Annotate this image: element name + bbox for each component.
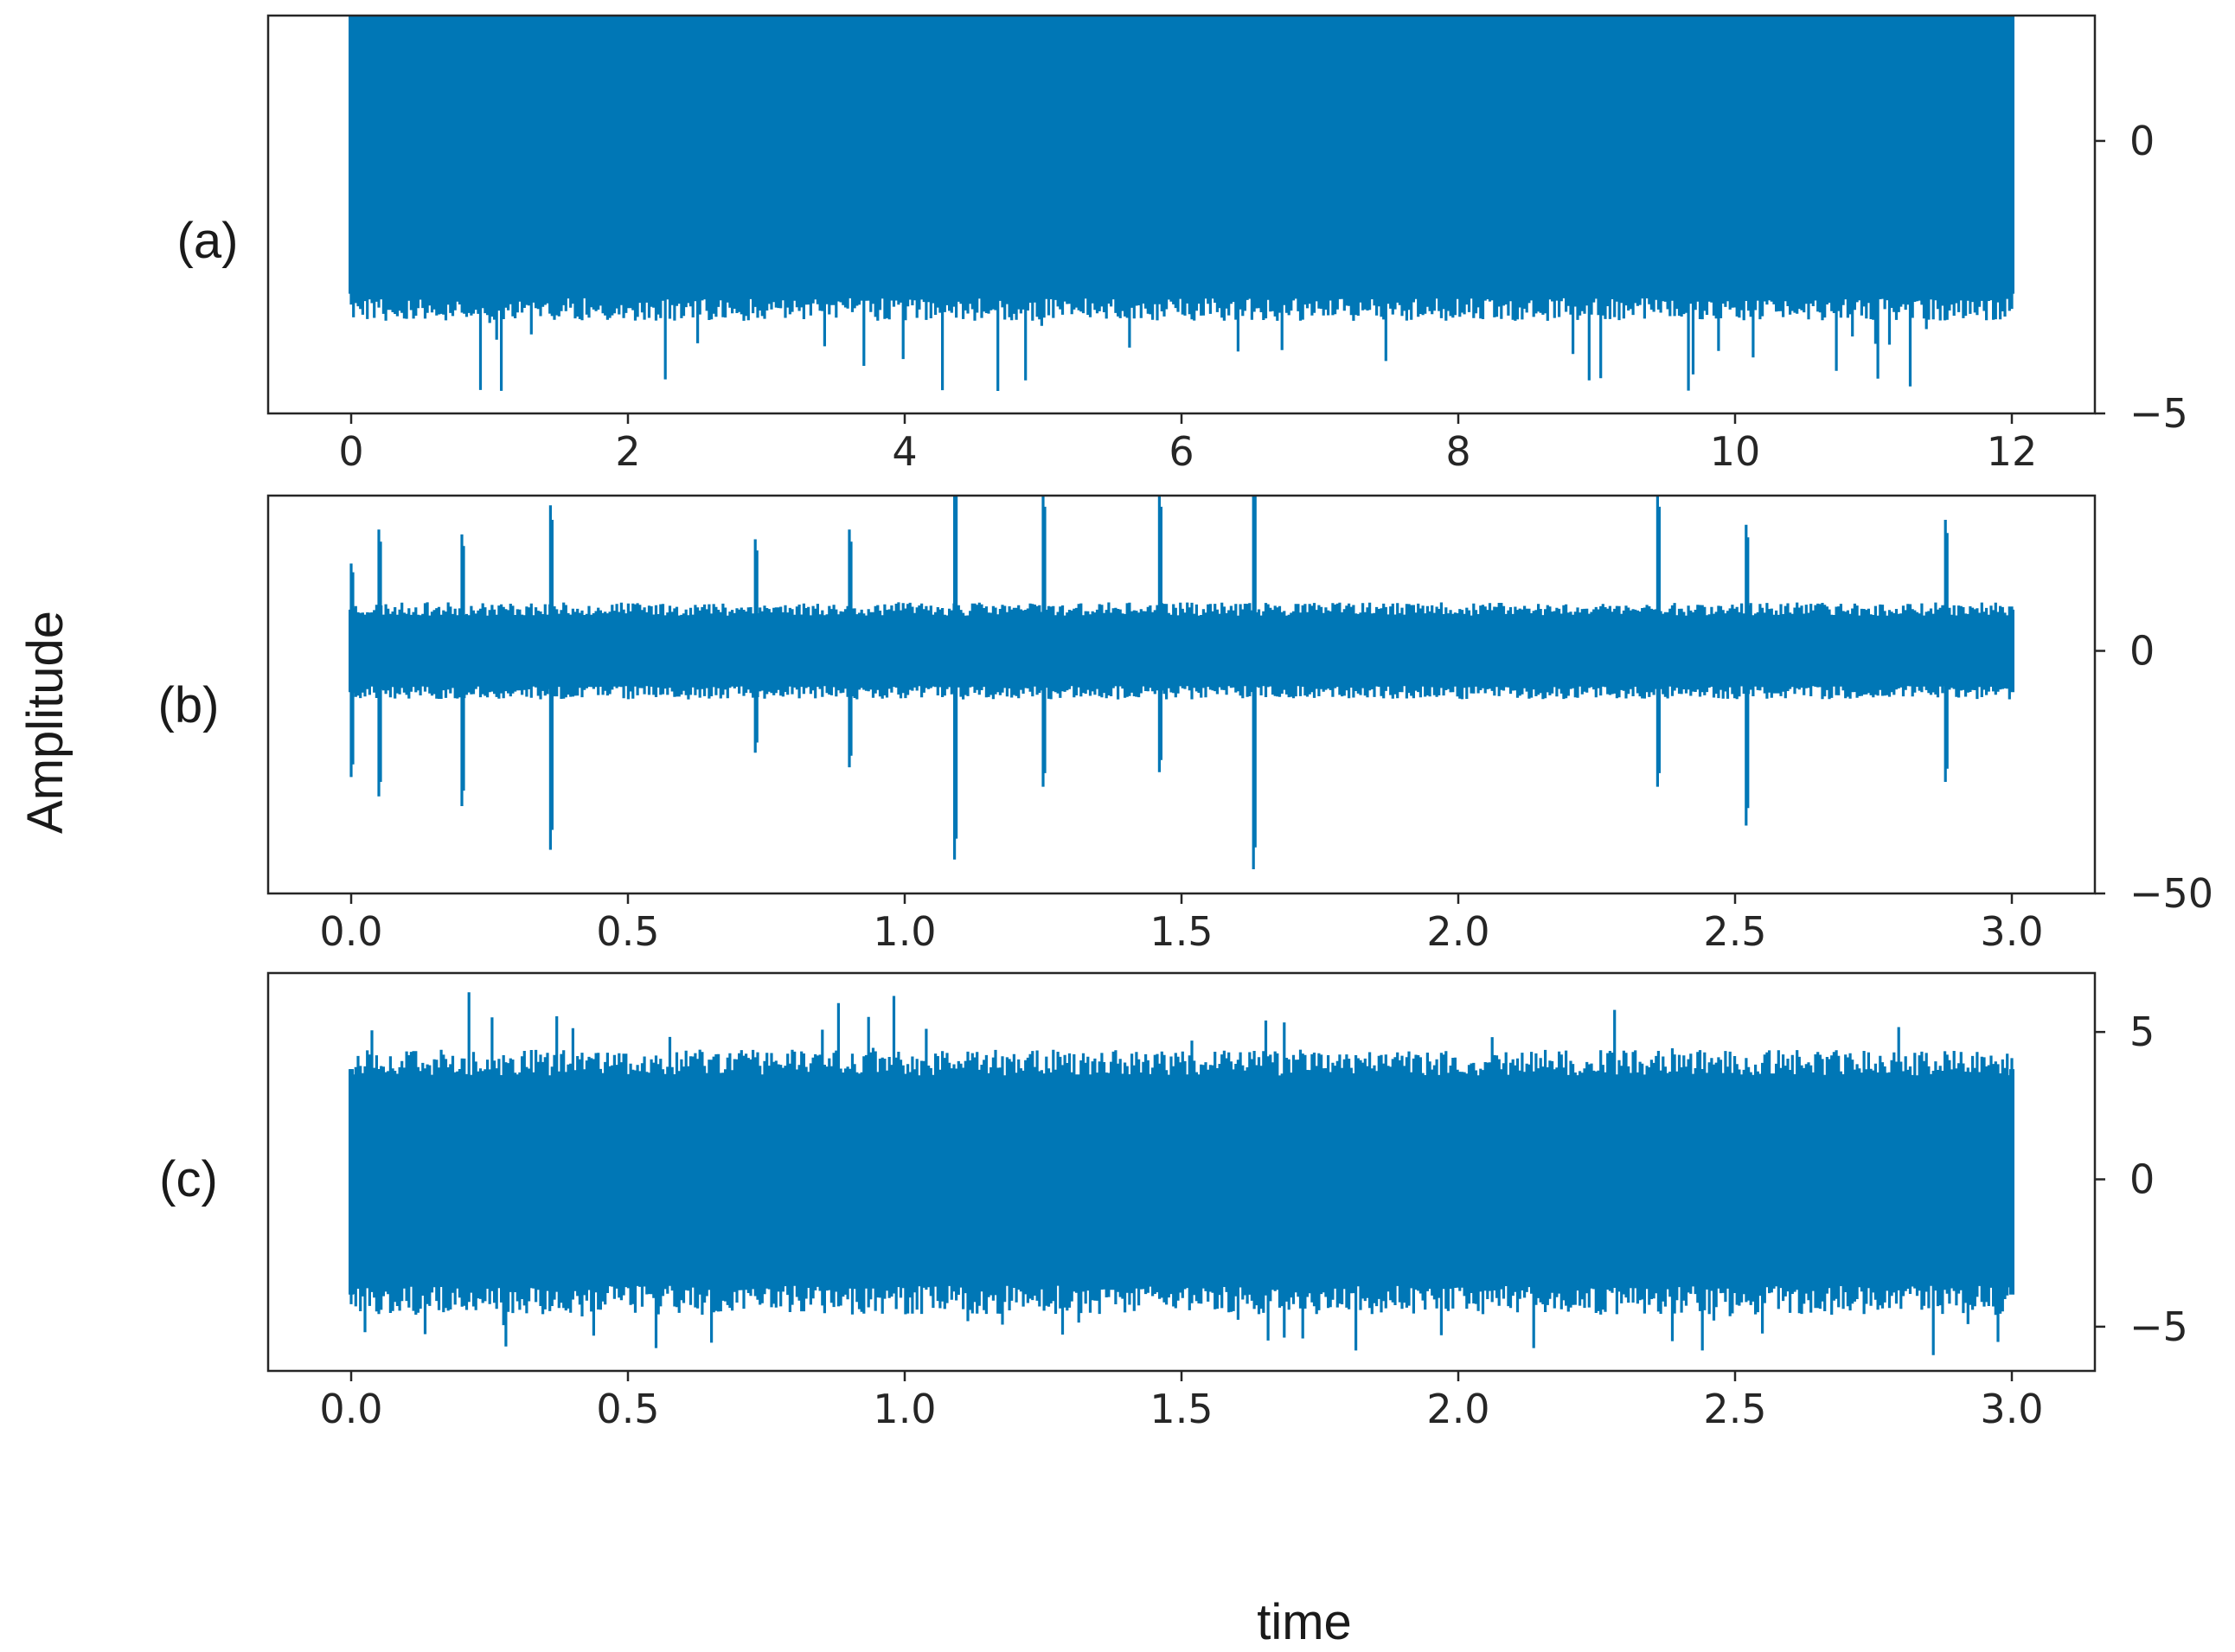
x-tick-label: 3.0 <box>1980 1386 2043 1432</box>
x-tick-label: 12 <box>1987 428 2038 475</box>
x-tick-label: 2.5 <box>1703 1386 1766 1432</box>
x-tick-label: 2 <box>615 428 640 475</box>
x-tick-label: 3.0 <box>1980 908 2043 955</box>
y-tick-label: 0 <box>2129 1156 2155 1203</box>
x-tick-label: 1.5 <box>1150 908 1213 955</box>
x-tick-label: 4 <box>892 428 917 475</box>
signal-series-2 <box>349 992 2014 1355</box>
x-tick-label: 0.5 <box>596 1386 659 1432</box>
x-tick-label: 2.5 <box>1703 908 1766 955</box>
x-tick-label: 1.0 <box>873 908 936 955</box>
x-tick-label: 1.5 <box>1150 1386 1213 1432</box>
signal-series-1 <box>349 496 2014 869</box>
figure-xlabel: time <box>1257 1594 1352 1650</box>
x-tick-label: 0.0 <box>319 1386 382 1432</box>
panel-label: (b) <box>158 677 220 733</box>
y-tick-label: 0 <box>2129 628 2155 675</box>
signal-envelope <box>349 992 2014 1355</box>
signal-edges <box>349 16 2014 294</box>
panel-c: 0.0 0.5 1.0 1.5 2.0 2.5 3.0 5 0 −5 (c) <box>159 971 2188 1432</box>
x-tick-label: 0.0 <box>319 908 382 955</box>
signal-envelope <box>349 16 2014 391</box>
signal-edges <box>349 609 2014 693</box>
x-tick-label: 6 <box>1169 428 1194 475</box>
signal-envelope <box>349 496 2014 869</box>
x-tick-label: 10 <box>1710 428 1761 475</box>
y-tick-label: −5 <box>2129 1303 2188 1350</box>
figure-ylabel: Amplitude <box>17 611 74 834</box>
y-tick-label: 0 <box>2129 118 2155 164</box>
x-tick-label: 1.0 <box>873 1386 936 1432</box>
x-tick-label: 8 <box>1445 428 1470 475</box>
panel-label: (c) <box>159 1151 218 1207</box>
panel-label: (a) <box>177 213 239 269</box>
signal-edges <box>349 1069 2014 1295</box>
y-tick-label: −5 <box>2129 390 2188 437</box>
y-tick-label: 5 <box>2129 1008 2155 1055</box>
x-tick-label: 0 <box>338 428 363 475</box>
signal-series-0 <box>349 16 2014 391</box>
x-tick-label: 0.5 <box>596 908 659 955</box>
panel-a: 0 2 4 6 8 10 12 0 −5 (a) <box>177 14 2188 475</box>
panel-b: 0.0 0.5 1.0 1.5 2.0 2.5 3.0 0 −50 (b) <box>158 494 2213 955</box>
x-tick-label: 2.0 <box>1426 908 1489 955</box>
x-tick-label: 2.0 <box>1426 1386 1489 1432</box>
axes-frame <box>266 494 2097 895</box>
y-tick-label: −50 <box>2129 870 2213 917</box>
